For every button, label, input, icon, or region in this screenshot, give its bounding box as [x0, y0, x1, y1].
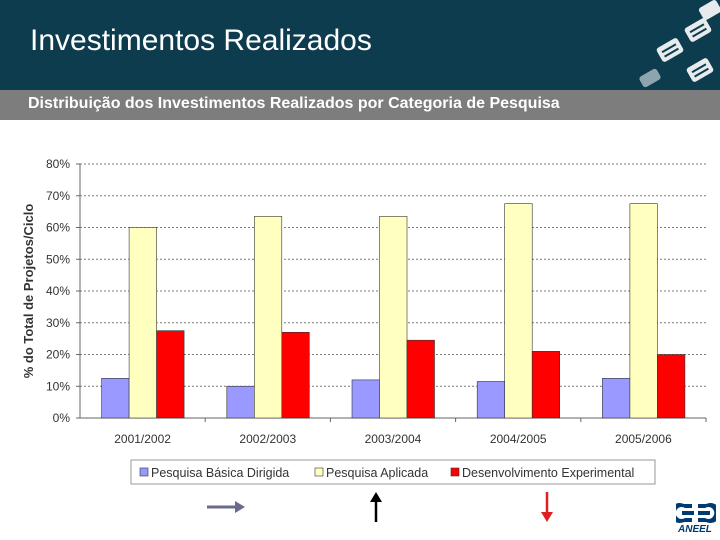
y-tick-label: 40% [46, 284, 70, 298]
y-tick-label: 60% [46, 221, 70, 235]
bar-1 [226, 385, 255, 419]
page-subtitle: Distribuição dos Investimentos Realizado… [28, 95, 560, 112]
y-tick-label: 0% [53, 411, 71, 425]
legend-swatch [139, 467, 149, 477]
x-tick-label: 2001/2002 [114, 432, 171, 446]
bar-2 [128, 227, 157, 419]
arrow-up-icon [370, 492, 382, 522]
bar-1 [602, 378, 631, 419]
y-tick-label: 80% [46, 157, 70, 171]
y-tick-label: 30% [46, 316, 70, 330]
x-tick-label: 2005/2006 [615, 432, 672, 446]
bar-2 [504, 203, 533, 419]
aneel-pattern-icon [639, 0, 720, 88]
bar-3 [281, 331, 310, 419]
legend-label: Desenvolvimento Experimental [462, 466, 634, 480]
bar-3 [531, 351, 561, 419]
bar-2 [629, 203, 658, 419]
bar-3 [156, 330, 185, 419]
x-tick-label: 2003/2004 [365, 432, 422, 446]
subheader-bar: Distribuição dos Investimentos Realizado… [0, 90, 720, 120]
y-tick-label: 10% [46, 379, 70, 393]
page-title: Investimentos Realizados [30, 24, 372, 57]
bar-2 [379, 216, 408, 419]
aneel-logo-text: ANEEL [678, 524, 712, 535]
aneel-logo-icon [676, 503, 716, 523]
x-tick-label: 2004/2005 [490, 432, 547, 446]
y-tick-label: 50% [46, 252, 70, 266]
x-tick-label: 2002/2003 [239, 432, 296, 446]
bar-1 [101, 378, 130, 419]
bar-chart: 0% 10% 20% 30% 40% 50% 60% 70% 80% % do Total de … [21, 157, 707, 485]
legend-swatch [450, 467, 460, 477]
y-tick-label: 70% [46, 189, 70, 203]
arrow-right-icon [207, 501, 245, 513]
bar-3 [657, 354, 686, 419]
legend-label: Pesquisa Aplicada [326, 466, 428, 480]
bar-3 [406, 339, 435, 419]
legend-label: Pesquisa Básica Dirigida [151, 466, 289, 480]
bar-1 [476, 381, 506, 419]
header-bar: Investimentos Realizados [0, 0, 720, 90]
bar-1 [351, 379, 380, 419]
legend-swatch [314, 467, 324, 477]
y-axis-label: % do Total de Projetos/Ciclo [21, 204, 36, 379]
legend-box [130, 459, 656, 485]
arrow-down-icon [541, 492, 553, 522]
y-tick-label: 20% [46, 348, 70, 362]
bar-2 [254, 216, 283, 419]
